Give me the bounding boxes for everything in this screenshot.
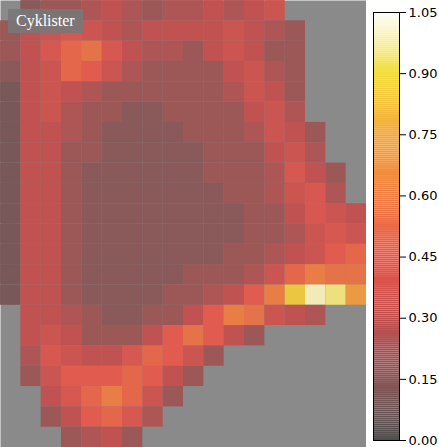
html-text:Cyklister: Cyklister <box>16 12 75 29</box>
svg-text:0.00: 0.00 <box>409 433 438 447</box>
svg-text:0.30: 0.30 <box>409 310 438 325</box>
svg-text:0.90: 0.90 <box>409 66 438 81</box>
svg-text:0.15: 0.15 <box>409 372 438 387</box>
svg-text:1.05: 1.05 <box>409 5 438 20</box>
svg-text:0.75: 0.75 <box>409 127 438 142</box>
svg-text:0.60: 0.60 <box>409 188 438 203</box>
svg-text:0.45: 0.45 <box>409 249 438 264</box>
